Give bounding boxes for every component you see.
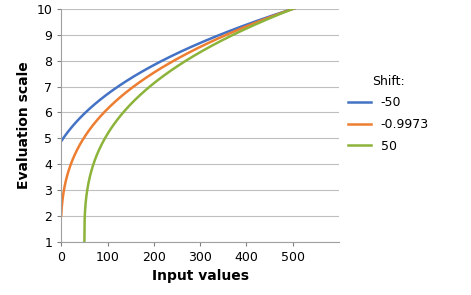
-50 bbox=[73, 121, 78, 125]
X-axis label: Input values: Input values bbox=[152, 270, 249, 283]
Line: 50: 50 bbox=[84, 0, 339, 242]
Y-axis label: Evaluation scale: Evaluation scale bbox=[17, 61, 31, 189]
-0.9973 bbox=[73, 152, 78, 155]
50 bbox=[81, 240, 87, 244]
50 bbox=[282, 10, 288, 14]
-50 bbox=[194, 43, 199, 46]
Legend: -50, -0.9973, 50: -50, -0.9973, 50 bbox=[348, 75, 429, 153]
-0.9973 bbox=[194, 47, 199, 50]
50 bbox=[95, 152, 100, 155]
Line: -0.9973: -0.9973 bbox=[61, 0, 339, 215]
-50 bbox=[277, 11, 283, 15]
-0.9973 bbox=[58, 214, 64, 217]
-50 bbox=[58, 140, 64, 143]
50 bbox=[205, 46, 211, 50]
-0.9973 bbox=[186, 51, 192, 54]
-50 bbox=[186, 46, 192, 50]
50 bbox=[199, 50, 204, 53]
-0.9973 bbox=[277, 12, 283, 15]
Line: -50: -50 bbox=[61, 0, 339, 141]
